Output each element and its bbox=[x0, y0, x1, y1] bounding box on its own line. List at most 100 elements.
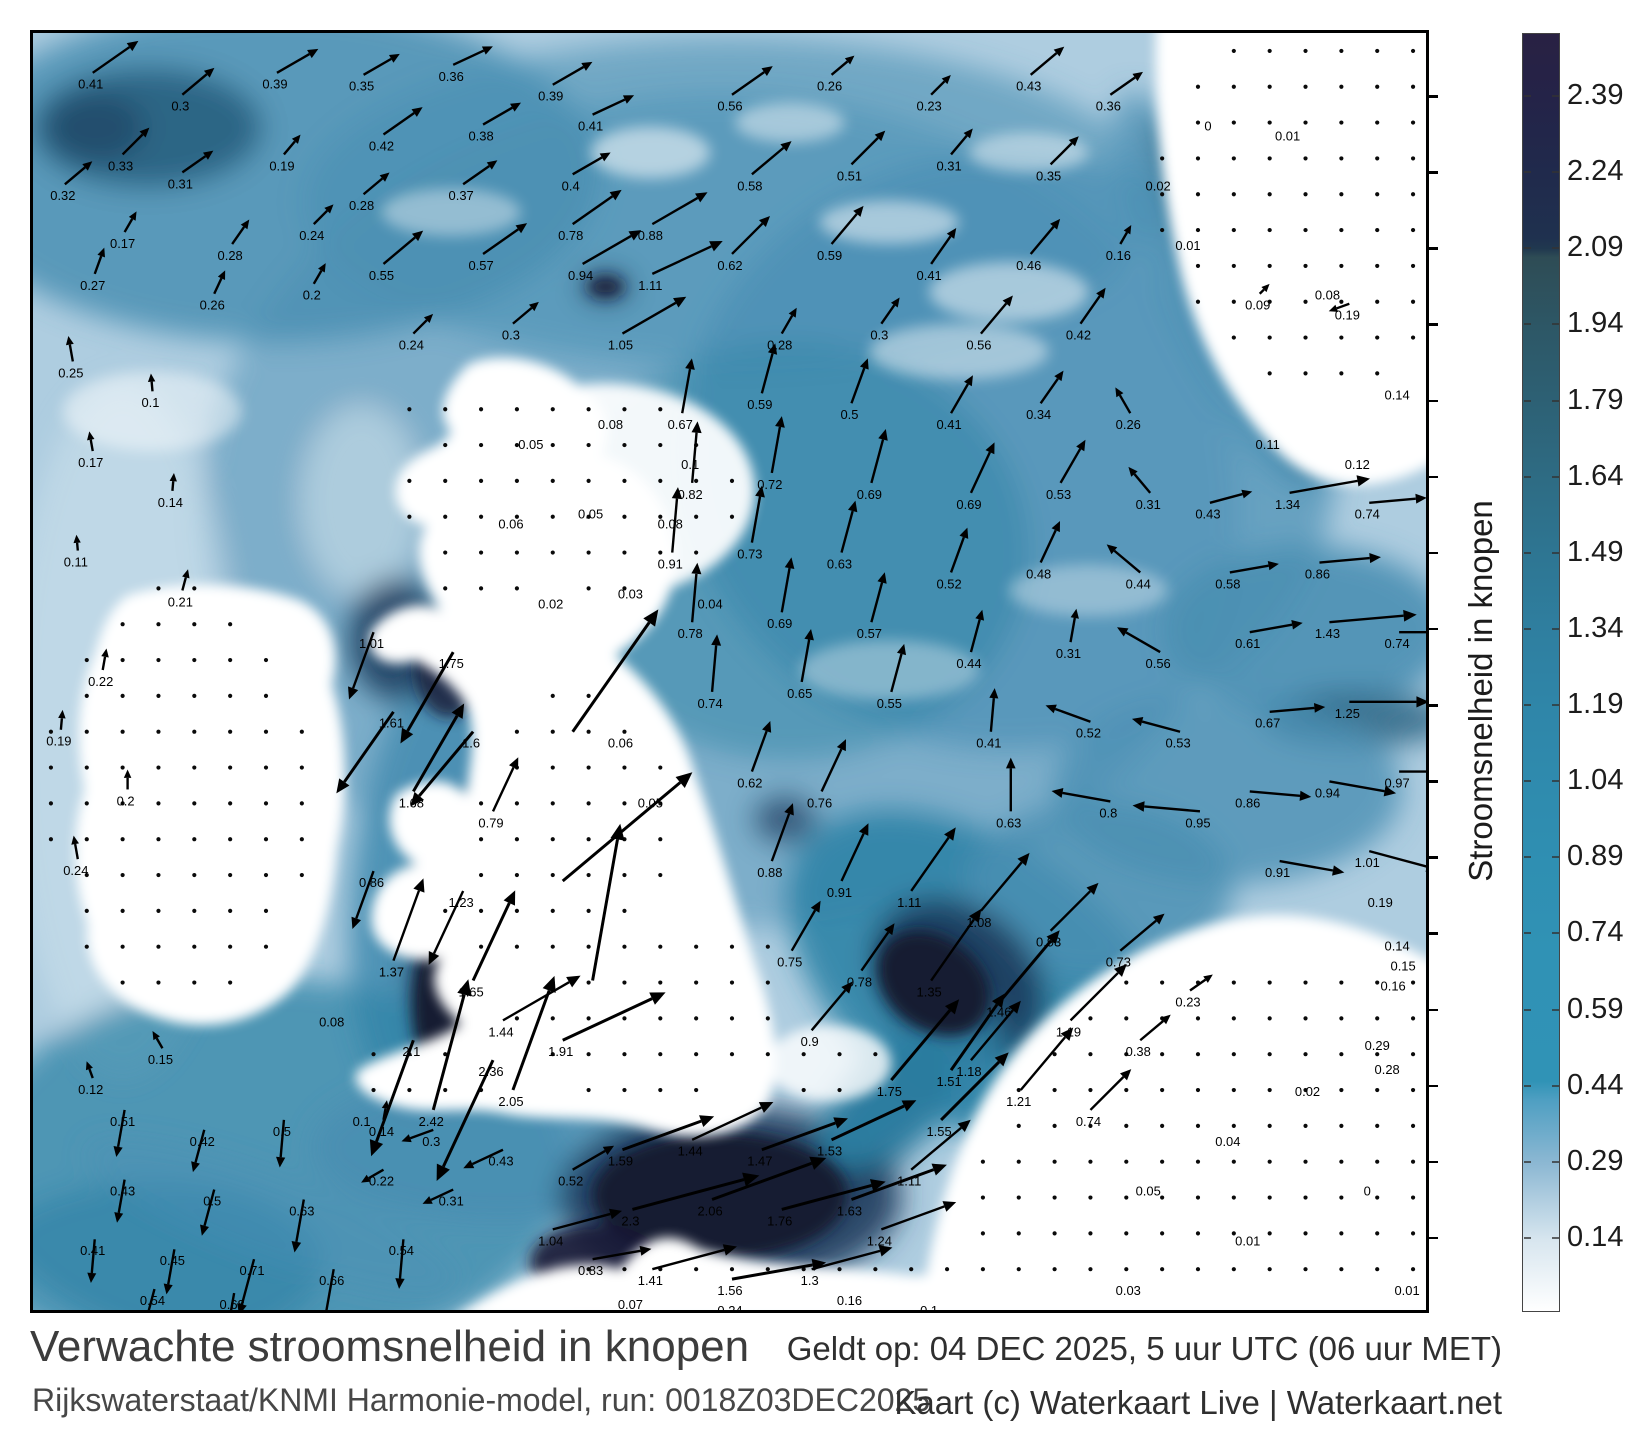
current-arrow-shaft bbox=[811, 1249, 881, 1271]
grid-dot bbox=[84, 837, 89, 842]
grid-dot bbox=[1410, 299, 1416, 304]
current-arrow-head bbox=[1203, 974, 1213, 983]
current-speed-value: 0.12 bbox=[1345, 457, 1370, 472]
grid-dot bbox=[1231, 120, 1236, 125]
current-speed-value: 0.8 bbox=[1099, 805, 1117, 820]
current-arrow-head bbox=[71, 835, 79, 845]
grid-dot bbox=[1339, 1159, 1344, 1164]
current-arrow-shaft bbox=[482, 106, 513, 126]
grid-dot bbox=[1195, 192, 1201, 197]
grid-dot bbox=[622, 872, 627, 878]
grid-dot bbox=[443, 1052, 448, 1057]
grid-dot bbox=[622, 586, 627, 591]
grid-dot bbox=[1375, 227, 1380, 233]
current-speed-value: 0.42 bbox=[1066, 328, 1091, 343]
grid-dot bbox=[1303, 371, 1308, 376]
current-arrow-shaft bbox=[1062, 791, 1111, 803]
colorbar-tick-left bbox=[1523, 1084, 1531, 1087]
grid-dot bbox=[1124, 1052, 1129, 1057]
current-speed-value: 0.02 bbox=[538, 596, 563, 611]
grid-dot bbox=[1339, 1231, 1344, 1236]
grid-dot bbox=[263, 944, 269, 949]
grid-dot bbox=[1160, 1195, 1165, 1200]
current-speed-value: 0.65 bbox=[787, 686, 812, 701]
grid-dot bbox=[1267, 299, 1272, 304]
current-speed-value: 1.56 bbox=[717, 1283, 742, 1298]
current-arrow-shaft bbox=[750, 730, 768, 772]
current-speed-value: 1.11 bbox=[897, 895, 921, 910]
grid-dot bbox=[192, 872, 197, 878]
current-arrow-head bbox=[1403, 609, 1417, 622]
grid-dot bbox=[263, 765, 269, 770]
current-speed-value: 2.05 bbox=[498, 1094, 523, 1109]
grid-dot bbox=[658, 944, 663, 949]
current-speed-value: 0.83 bbox=[578, 1263, 603, 1278]
current-speed-value: 0.69 bbox=[956, 497, 981, 512]
land-netherlands-germany-denmark bbox=[920, 915, 1426, 1310]
grid-dot bbox=[478, 944, 484, 949]
grid-dot bbox=[622, 729, 627, 734]
current-arrow-head bbox=[423, 313, 434, 324]
current-speed-value: 0.11 bbox=[1256, 437, 1280, 452]
current-arrow-shaft bbox=[651, 245, 712, 275]
grid-dot bbox=[622, 478, 627, 483]
current-speed-value: 0.16 bbox=[837, 1293, 862, 1308]
grid-dot bbox=[1052, 1123, 1057, 1128]
current-arrow-head bbox=[602, 1145, 615, 1155]
current-speed-value: 0.05 bbox=[578, 507, 603, 522]
current-arrow-shaft bbox=[980, 861, 1023, 912]
grid-dot bbox=[192, 622, 197, 627]
current-speed-value: 0.88 bbox=[638, 228, 663, 243]
current-arrow-shaft bbox=[382, 112, 415, 136]
grid-dot bbox=[299, 837, 304, 842]
current-arrow-head bbox=[931, 1163, 947, 1176]
current-speed-value: 2.06 bbox=[697, 1203, 722, 1218]
colorbar-tick-label: 1.04 bbox=[1567, 764, 1624, 797]
current-arrow-head bbox=[1128, 466, 1138, 477]
grid-dot bbox=[1267, 980, 1272, 985]
current-arrow-head bbox=[1045, 704, 1057, 714]
current-arrow-head bbox=[379, 172, 390, 182]
grid-dot bbox=[1410, 1087, 1416, 1093]
current-speed-value: 1.47 bbox=[747, 1154, 772, 1169]
colorbar-tick-left bbox=[1523, 247, 1531, 250]
grid-dot bbox=[1339, 980, 1344, 985]
grid-dot bbox=[694, 1016, 699, 1021]
current-arrow-shaft bbox=[710, 645, 718, 693]
grid-dot bbox=[1160, 1159, 1165, 1164]
current-speed-value: 0.33 bbox=[108, 158, 133, 173]
grid-dot bbox=[586, 837, 591, 842]
current-arrow-head bbox=[1123, 225, 1132, 235]
grid-dot bbox=[550, 872, 555, 878]
current-arrow-shaft bbox=[502, 981, 570, 1022]
current-arrow-head bbox=[369, 1139, 384, 1157]
grid-dot bbox=[299, 765, 304, 770]
current-speed-value: 0.21 bbox=[168, 594, 193, 609]
current-arrow-head bbox=[1008, 1000, 1021, 1014]
grid-dot bbox=[1160, 1231, 1165, 1236]
current-arrow-head bbox=[699, 1115, 715, 1127]
current-arrow-head bbox=[457, 979, 472, 997]
current-arrow-shaft bbox=[1039, 377, 1059, 404]
grid-dot bbox=[694, 944, 699, 949]
current-arrow-head bbox=[481, 46, 493, 55]
current-arrow-head bbox=[422, 1196, 433, 1204]
grid-dot bbox=[1410, 1016, 1416, 1021]
current-speed-value: 0.56 bbox=[717, 99, 742, 114]
grid-dot bbox=[694, 550, 699, 555]
grid-dot bbox=[1088, 1123, 1093, 1128]
current-arrow-head bbox=[139, 127, 150, 138]
current-speed-value: 0.66 bbox=[319, 1273, 344, 1288]
current-arrow-shaft bbox=[562, 997, 653, 1042]
current-arrow-head bbox=[944, 827, 956, 841]
current-speed-value: 0.31 bbox=[439, 1193, 464, 1208]
grid-dot bbox=[478, 407, 484, 412]
current-speed-value: 0.24 bbox=[717, 1303, 742, 1310]
grid-dot bbox=[1088, 1052, 1093, 1057]
current-speed-value: 0.23 bbox=[1175, 994, 1200, 1009]
current-speed-value: 0.56 bbox=[1146, 656, 1171, 671]
current-speed-value: 0.41 bbox=[976, 736, 1001, 751]
grid-dot bbox=[1052, 1087, 1057, 1093]
colorbar-tick-label: 1.49 bbox=[1567, 535, 1624, 568]
current-arrow-shaft bbox=[761, 1121, 836, 1152]
